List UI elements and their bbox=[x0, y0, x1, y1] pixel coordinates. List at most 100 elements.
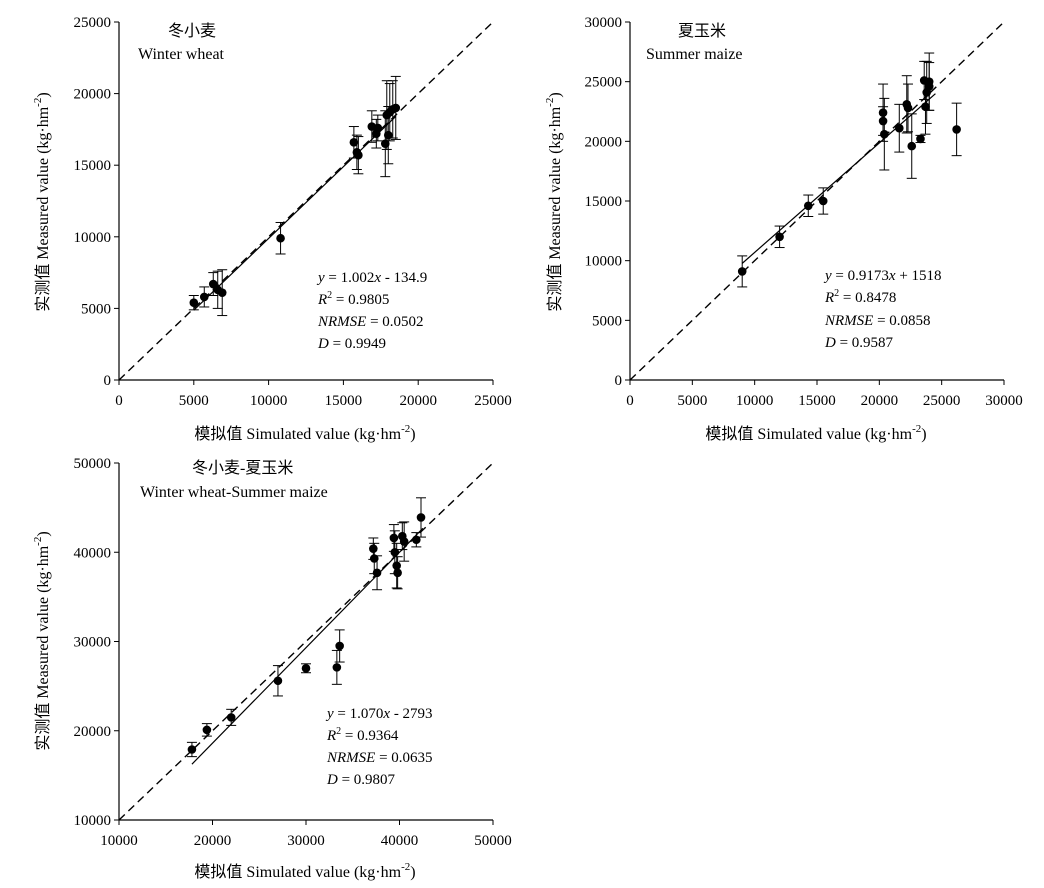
x-tick-label: 30000 bbox=[985, 393, 1023, 409]
panel-title-en: Winter wheat-Summer maize bbox=[140, 484, 328, 501]
data-point bbox=[391, 103, 401, 113]
d-index: D = 0.9949 bbox=[317, 336, 386, 352]
y-tick-label: 25000 bbox=[74, 15, 112, 31]
data-point bbox=[393, 568, 402, 578]
y-tick-label: 20000 bbox=[74, 724, 112, 740]
x-tick-label: 0 bbox=[115, 393, 123, 409]
fit-equation: y = 0.9173x + 1518 bbox=[823, 268, 942, 284]
y-tick-label: 50000 bbox=[74, 456, 112, 472]
data-point bbox=[952, 125, 961, 134]
y-tick-label: 15000 bbox=[74, 158, 112, 174]
stats-block: y = 0.9173x + 1518 R2 = 0.8478 NRMSE = 0… bbox=[823, 268, 942, 351]
data-point bbox=[903, 103, 913, 113]
data-point bbox=[416, 513, 426, 522]
y-axis-title: 实测值 Measured value (kg·hm-2) bbox=[544, 92, 564, 311]
data-point bbox=[354, 150, 363, 160]
data-point bbox=[276, 233, 285, 243]
x-tick-label: 10000 bbox=[736, 393, 774, 409]
x-tick-label: 10000 bbox=[250, 393, 288, 409]
y-axis-title: 实测值 Measured value (kg·hm-2) bbox=[32, 92, 52, 311]
stats-block: y = 1.070x - 2793 R2 = 0.9364 NRMSE = 0.… bbox=[325, 706, 433, 788]
data-point bbox=[878, 116, 888, 126]
data-point bbox=[369, 544, 378, 553]
data-point bbox=[916, 134, 925, 144]
y-tick-label: 5000 bbox=[592, 313, 622, 329]
x-tick-label: 25000 bbox=[923, 393, 961, 409]
data-point bbox=[369, 554, 379, 563]
data-point bbox=[880, 129, 889, 139]
data-point bbox=[273, 676, 283, 686]
y-tick-label: 0 bbox=[615, 373, 623, 389]
data-point bbox=[894, 123, 904, 133]
y-tick-label: 10000 bbox=[585, 254, 623, 270]
x-tick-label: 10000 bbox=[100, 833, 138, 849]
data-point bbox=[217, 288, 227, 297]
stats-block: y = 1.002x - 134.9 R2 = 0.9805 NRMSE = 0… bbox=[316, 270, 427, 352]
data-point bbox=[399, 537, 409, 546]
data-point bbox=[907, 141, 917, 151]
data-point bbox=[335, 641, 344, 651]
data-point bbox=[349, 137, 359, 147]
x-tick-label: 40000 bbox=[381, 833, 419, 849]
data-point bbox=[389, 533, 399, 543]
y-tick-label: 25000 bbox=[585, 75, 623, 91]
y-tick-label: 10000 bbox=[74, 230, 112, 246]
x-axis-title: 模拟值 Simulated value (kg·hm-2) bbox=[194, 423, 415, 443]
data-point bbox=[226, 713, 236, 722]
panel-wheat-maize: 冬小麦-夏玉米 Winter wheat-Summer maize y = 1.… bbox=[32, 456, 512, 881]
data-point bbox=[737, 267, 747, 276]
data-point bbox=[373, 123, 383, 133]
x-tick-label: 20000 bbox=[399, 393, 437, 409]
data-point bbox=[202, 725, 212, 735]
x-tick-label: 25000 bbox=[474, 393, 512, 409]
x-tick-label: 15000 bbox=[798, 393, 836, 409]
y-tick-label: 30000 bbox=[585, 15, 623, 31]
data-point bbox=[199, 292, 209, 302]
data-point bbox=[392, 561, 401, 570]
data-point bbox=[189, 298, 199, 307]
y-axis-title: 实测值 Measured value (kg·hm-2) bbox=[32, 531, 52, 750]
y-tick-label: 20000 bbox=[74, 87, 112, 103]
data-point bbox=[332, 663, 342, 672]
r-squared: R2 = 0.8478 bbox=[824, 288, 896, 306]
data-point bbox=[301, 663, 311, 673]
d-index: D = 0.9587 bbox=[824, 335, 894, 351]
panel-title-cn: 夏玉米 bbox=[678, 22, 726, 40]
x-tick-label: 5000 bbox=[677, 393, 707, 409]
regression-line bbox=[191, 527, 424, 765]
y-tick-label: 15000 bbox=[585, 194, 623, 210]
panel-title-en: Summer maize bbox=[646, 46, 742, 63]
panel-title-cn: 冬小麦 bbox=[168, 22, 216, 40]
y-tick-label: 30000 bbox=[74, 635, 112, 651]
data-point bbox=[803, 201, 813, 211]
r-squared: R2 = 0.9805 bbox=[317, 290, 389, 308]
y-tick-label: 0 bbox=[104, 373, 112, 389]
r-squared: R2 = 0.9364 bbox=[326, 726, 399, 744]
fit-equation: y = 1.070x - 2793 bbox=[325, 706, 433, 722]
data-point bbox=[921, 102, 930, 112]
x-tick-label: 15000 bbox=[325, 393, 363, 409]
fit-equation: y = 1.002x - 134.9 bbox=[316, 270, 427, 286]
y-tick-label: 5000 bbox=[81, 301, 111, 317]
one-to-one-line bbox=[629, 21, 1005, 381]
data-point bbox=[924, 82, 934, 91]
y-tick-label: 10000 bbox=[74, 813, 112, 829]
data-point bbox=[383, 130, 393, 140]
y-tick-label: 40000 bbox=[74, 545, 112, 561]
one-to-one-line bbox=[118, 462, 494, 821]
panel-title-en: Winter wheat bbox=[138, 46, 225, 63]
x-tick-label: 20000 bbox=[194, 833, 232, 849]
y-tick-label: 20000 bbox=[585, 134, 623, 150]
x-axis-title: 模拟值 Simulated value (kg·hm-2) bbox=[705, 423, 926, 443]
nrmse: NRMSE = 0.0502 bbox=[317, 314, 424, 330]
nrmse: NRMSE = 0.0635 bbox=[326, 750, 433, 766]
data-point bbox=[818, 196, 828, 206]
x-axis-title: 模拟值 Simulated value (kg·hm-2) bbox=[194, 861, 415, 881]
panel-winter-wheat: 冬小麦 Winter wheat y = 1.002x - 134.9 R2 =… bbox=[32, 15, 512, 443]
regression-line bbox=[193, 116, 397, 311]
x-tick-label: 30000 bbox=[287, 833, 325, 849]
data-point bbox=[775, 232, 784, 242]
x-tick-label: 5000 bbox=[179, 393, 209, 409]
data-point bbox=[412, 535, 421, 545]
